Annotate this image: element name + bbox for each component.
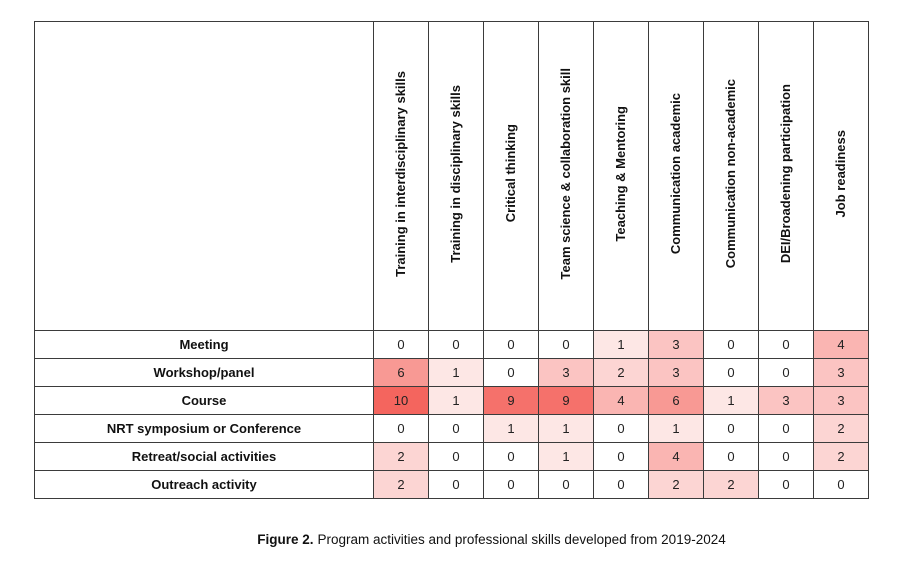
heat-cell: 2 xyxy=(593,358,649,387)
heat-cell: 1 xyxy=(703,386,759,415)
table-row: Meeting 0 0 0 0 1 3 0 0 4 xyxy=(34,330,869,359)
heat-cell: 0 xyxy=(758,330,814,359)
heat-cell: 4 xyxy=(593,386,649,415)
heat-cell: 1 xyxy=(538,414,594,443)
heat-cell: 0 xyxy=(758,442,814,471)
heat-cell: 0 xyxy=(758,414,814,443)
heat-cell: 3 xyxy=(538,358,594,387)
heat-cell: 1 xyxy=(538,442,594,471)
heat-cell: 0 xyxy=(758,470,814,499)
row-label: Workshop/panel xyxy=(34,358,374,387)
heat-cell: 2 xyxy=(813,442,869,471)
heat-cell: 0 xyxy=(428,414,484,443)
heat-cell: 0 xyxy=(703,442,759,471)
column-header: Job readiness xyxy=(813,21,869,331)
table-row: Retreat/social activities 2 0 0 1 0 4 0 … xyxy=(34,442,869,471)
column-header-label: Communication academic xyxy=(667,92,683,255)
column-header: Critical thinking xyxy=(483,21,539,331)
column-header: Training in disciplinary skills xyxy=(428,21,484,331)
heat-cell: 0 xyxy=(483,442,539,471)
column-header-label: Training in interdisciplinary skills xyxy=(392,70,408,277)
row-label: Outreach activity xyxy=(34,470,374,499)
column-header-label: Training in disciplinary skills xyxy=(447,84,463,263)
heat-cell: 3 xyxy=(813,358,869,387)
heat-cell: 9 xyxy=(538,386,594,415)
heat-cell: 0 xyxy=(703,414,759,443)
column-header: Training in interdisciplinary skills xyxy=(373,21,429,331)
heat-cell: 1 xyxy=(593,330,649,359)
column-header-label: Team science & collaboration skill xyxy=(557,67,573,280)
heat-cell: 0 xyxy=(538,470,594,499)
column-header: DEI/Broadening participation xyxy=(758,21,814,331)
heat-cell: 10 xyxy=(373,386,429,415)
row-label: Meeting xyxy=(34,330,374,359)
heat-cell: 9 xyxy=(483,386,539,415)
heat-cell: 2 xyxy=(703,470,759,499)
column-header-label: Critical thinking xyxy=(502,124,518,223)
heat-cell: 0 xyxy=(538,330,594,359)
heat-cell: 2 xyxy=(373,442,429,471)
heat-cell: 1 xyxy=(428,386,484,415)
heat-cell: 0 xyxy=(703,330,759,359)
heat-cell: 3 xyxy=(648,330,704,359)
table-row: Outreach activity 2 0 0 0 0 2 2 0 0 xyxy=(34,470,869,499)
heat-cell: 0 xyxy=(813,470,869,499)
column-header-label: DEI/Broadening participation xyxy=(777,83,793,264)
heat-cell: 2 xyxy=(813,414,869,443)
heat-cell: 0 xyxy=(593,470,649,499)
corner-cell xyxy=(34,21,374,331)
heat-cell: 4 xyxy=(813,330,869,359)
heat-cell: 0 xyxy=(483,470,539,499)
row-label: Course xyxy=(34,386,374,415)
column-header-label: Communication non-academic xyxy=(722,78,738,269)
heat-cell: 0 xyxy=(373,414,429,443)
figure-caption: Figure 2. Program activities and professi… xyxy=(0,530,903,550)
heat-cell: 0 xyxy=(593,414,649,443)
column-header: Teaching & Mentoring xyxy=(593,21,649,331)
heat-cell: 6 xyxy=(373,358,429,387)
heat-cell: 3 xyxy=(813,386,869,415)
heat-cell: 1 xyxy=(648,414,704,443)
heat-cell: 2 xyxy=(373,470,429,499)
heat-cell: 0 xyxy=(428,330,484,359)
heat-cell: 0 xyxy=(373,330,429,359)
table-row: Workshop/panel 6 1 0 3 2 3 0 0 3 xyxy=(34,358,869,387)
heat-cell: 0 xyxy=(428,470,484,499)
heat-cell: 4 xyxy=(648,442,704,471)
column-header-label: Job readiness xyxy=(832,129,848,218)
heat-cell: 0 xyxy=(703,358,759,387)
heat-cell: 1 xyxy=(483,414,539,443)
header-row: Training in interdisciplinary skills Tra… xyxy=(34,21,869,331)
heat-cell: 6 xyxy=(648,386,704,415)
row-label: Retreat/social activities xyxy=(34,442,374,471)
heatmap-table: Training in interdisciplinary skills Tra… xyxy=(34,21,869,499)
heat-cell: 0 xyxy=(428,442,484,471)
figure-caption-text: Program activities and professional skil… xyxy=(317,532,726,547)
heat-cell: 0 xyxy=(483,330,539,359)
table-row: NRT symposium or Conference 0 0 1 1 0 1 … xyxy=(34,414,869,443)
heat-cell: 3 xyxy=(648,358,704,387)
column-header-label: Teaching & Mentoring xyxy=(612,105,628,242)
column-header: Communication non-academic xyxy=(703,21,759,331)
column-header: Team science & collaboration skill xyxy=(538,21,594,331)
figure-caption-label: Figure 2. xyxy=(257,532,314,547)
heat-cell: 1 xyxy=(428,358,484,387)
heat-cell: 0 xyxy=(593,442,649,471)
heat-cell: 0 xyxy=(758,358,814,387)
column-header: Communication academic xyxy=(648,21,704,331)
heat-cell: 0 xyxy=(483,358,539,387)
heat-cell: 3 xyxy=(758,386,814,415)
row-label: NRT symposium or Conference xyxy=(34,414,374,443)
table-row: Course 10 1 9 9 4 6 1 3 3 xyxy=(34,386,869,415)
heat-cell: 2 xyxy=(648,470,704,499)
